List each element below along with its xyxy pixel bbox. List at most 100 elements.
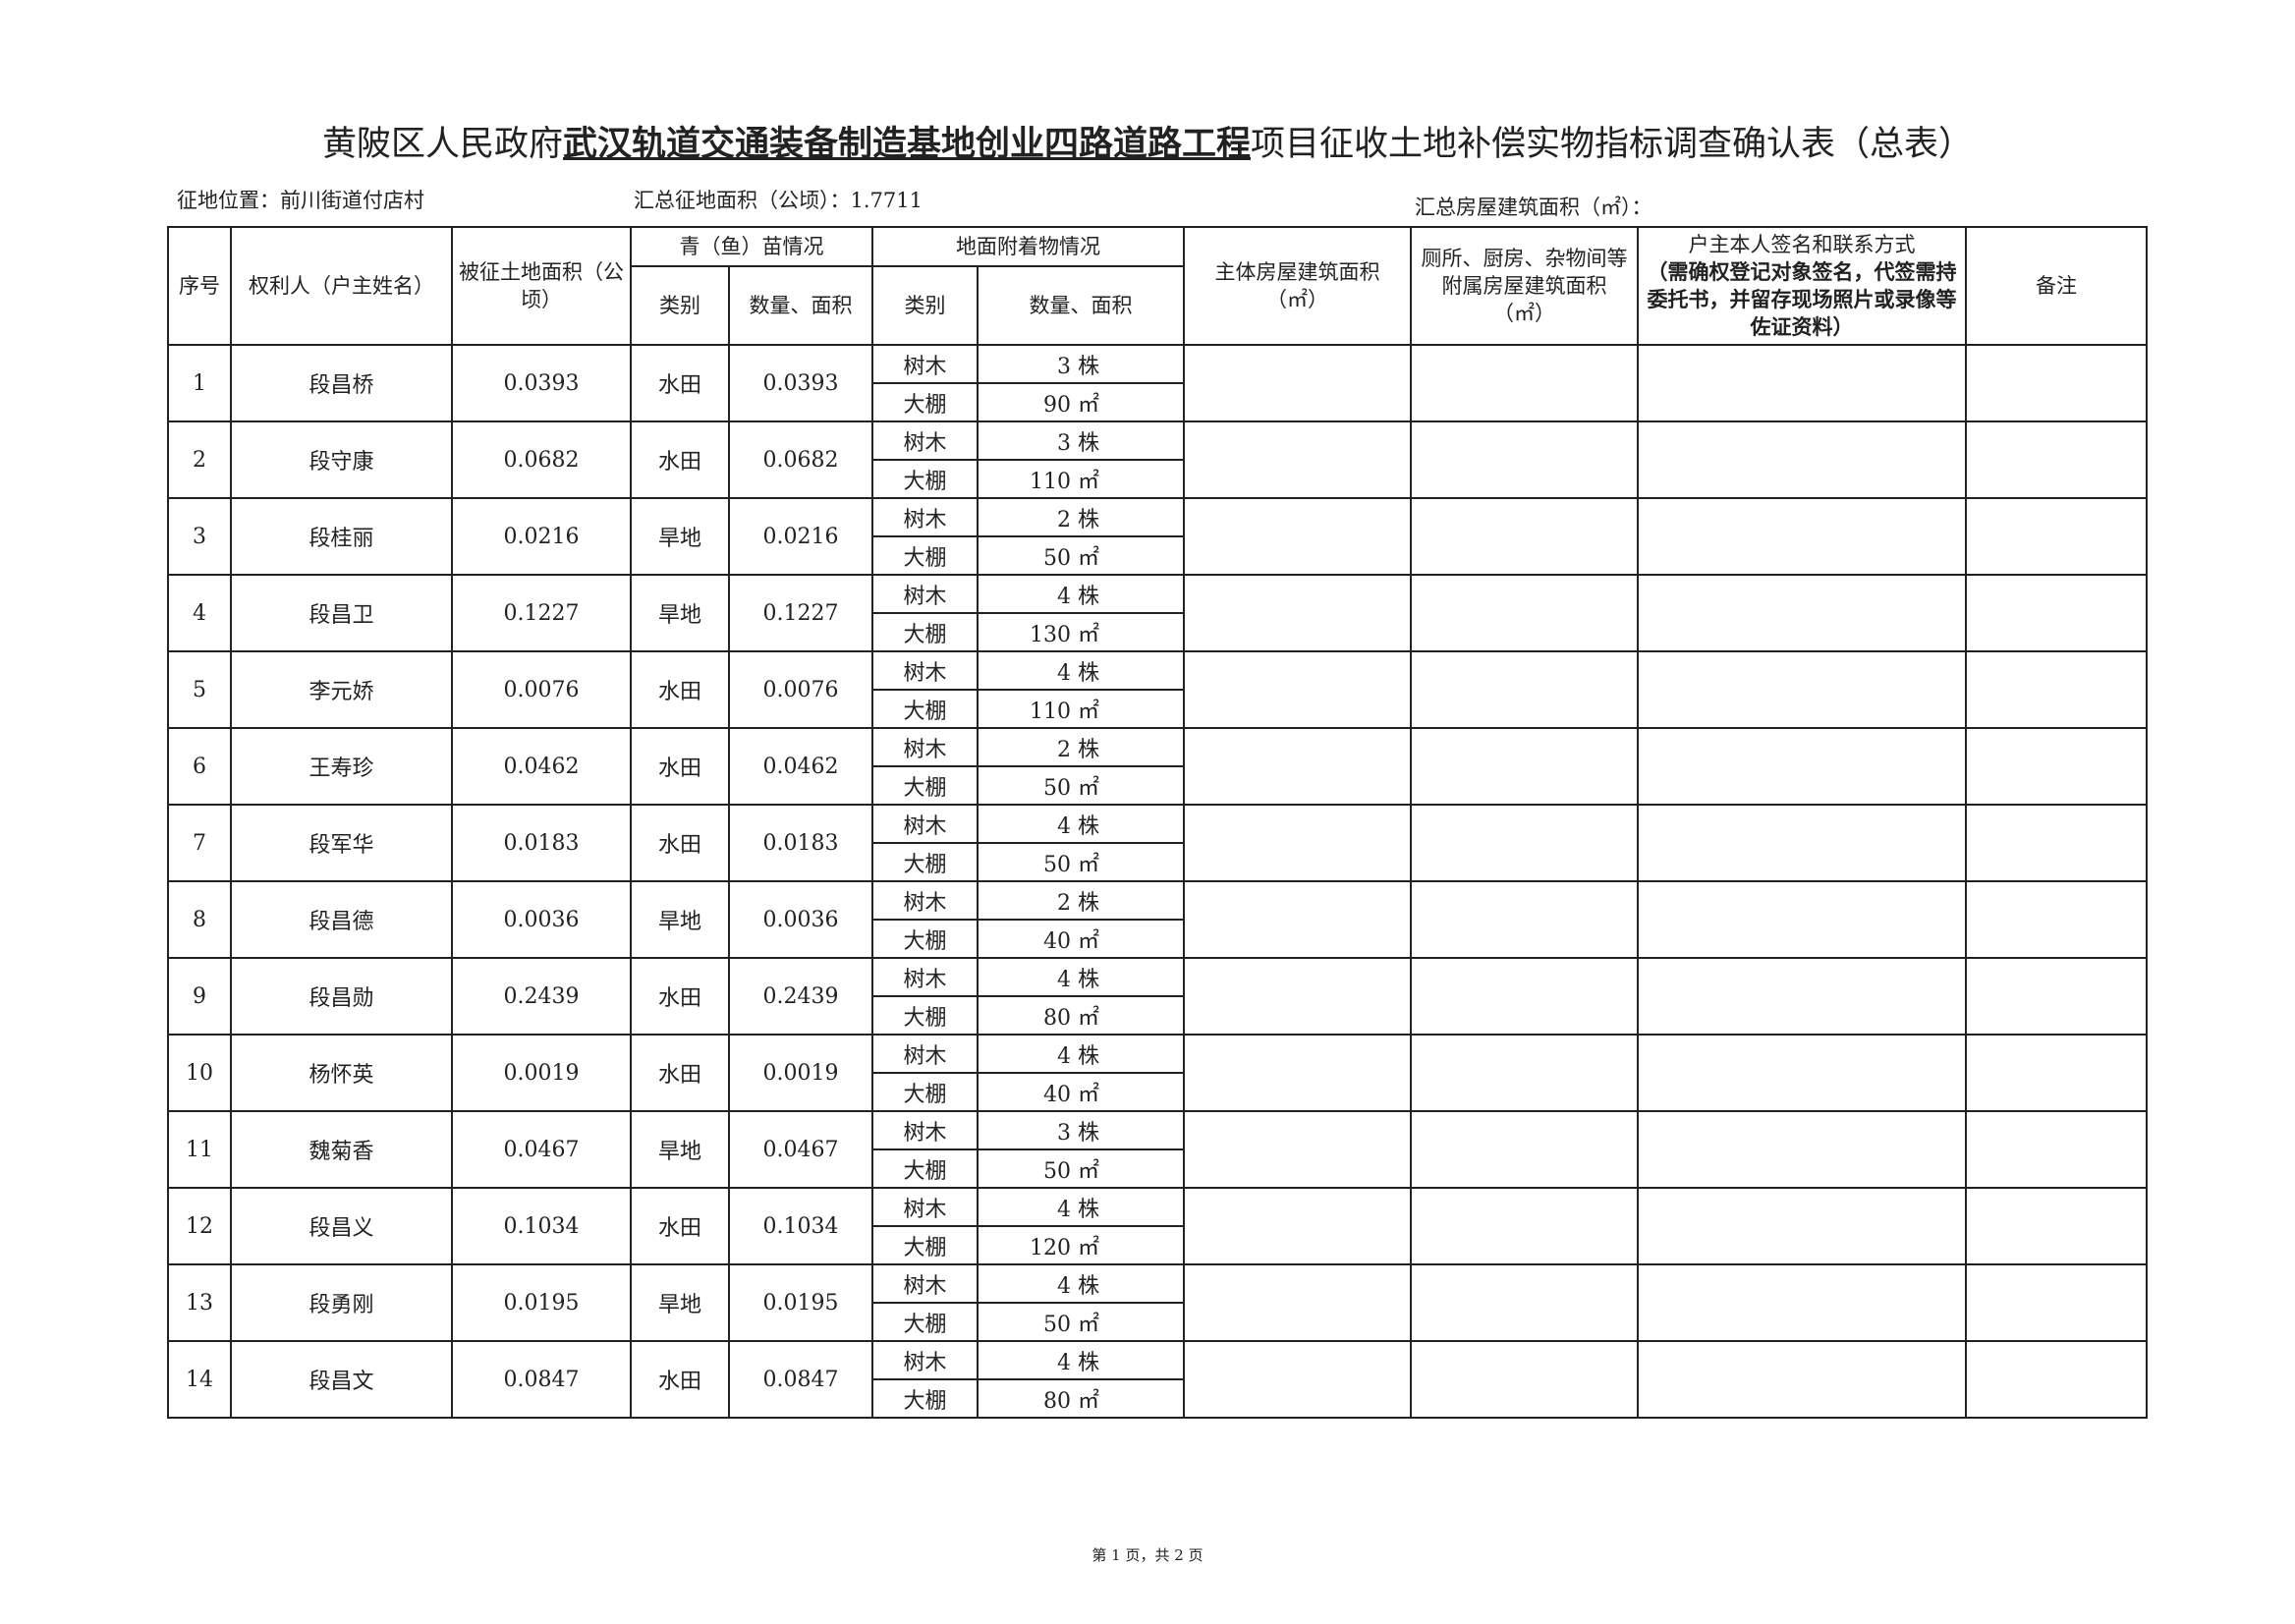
cell-remark[interactable] — [1965, 880, 2148, 959]
cell-remark[interactable] — [1965, 1340, 2148, 1419]
cell-remark[interactable] — [1965, 804, 2148, 882]
header-sign: 户主本人签名和联系方式 （需确权登记对象签名，代签需持委托书，并留存现场照片或录像… — [1637, 226, 1967, 346]
cell-sign[interactable] — [1637, 1110, 1967, 1189]
cell-owner: 王寿珍 — [230, 727, 453, 806]
cell-main-house[interactable] — [1183, 727, 1412, 806]
table-subrow: 大棚 50 ㎡ — [168, 1148, 2147, 1189]
header-aux-house: 厕所、厨房、杂物间等附属房屋建筑面积（㎡） — [1410, 226, 1639, 346]
table-subrow: 大棚 120 ㎡ — [168, 1225, 2147, 1265]
table-row: 4 段昌卫 0.1227 旱地 0.1227 树木 4 株 — [167, 574, 2148, 652]
cell-shed-label: 大棚 — [871, 459, 979, 499]
cell-main-house[interactable] — [1183, 1263, 1412, 1342]
cell-shed: 80 ㎡ — [977, 1378, 1185, 1419]
cell-sign[interactable] — [1637, 1263, 1967, 1342]
cell-aux-house[interactable] — [1410, 344, 1639, 422]
cell-sign[interactable] — [1637, 1340, 1967, 1419]
cell-seq: 7 — [167, 804, 232, 882]
cell-crop_qty: 0.0682 — [728, 420, 873, 499]
cell-aux-house[interactable] — [1410, 497, 1639, 576]
location: 征地位置：前川街道付店村 — [177, 189, 424, 212]
cell-sign[interactable] — [1637, 804, 1967, 882]
cell-remark[interactable] — [1965, 344, 2148, 422]
table-row: 5 李元娇 0.0076 水田 0.0076 树木 4 株 — [167, 650, 2148, 729]
cell-aux-house[interactable] — [1410, 1034, 1639, 1112]
cell-area: 0.0216 — [451, 497, 632, 576]
cell-aux-house[interactable] — [1410, 880, 1639, 959]
cell-aux-house[interactable] — [1410, 574, 1639, 652]
cell-tree-label: 树木 — [871, 880, 979, 921]
cell-sign[interactable] — [1637, 727, 1967, 806]
cell-shed-label: 大棚 — [871, 689, 979, 729]
cell-main-house[interactable] — [1183, 1034, 1412, 1112]
cell-remark[interactable] — [1965, 957, 2148, 1036]
cell-seq: 2 — [167, 420, 232, 499]
cell-remark[interactable] — [1965, 497, 2148, 576]
cell-aux-house[interactable] — [1410, 1187, 1639, 1265]
cell-tree-label: 树木 — [871, 1110, 979, 1150]
table-row: 2 段守康 0.0682 水田 0.0682 树木 3 株 — [167, 420, 2148, 499]
header-seq: 序号 — [167, 226, 232, 346]
cell-sign[interactable] — [1637, 574, 1967, 652]
cell-sign[interactable] — [1637, 880, 1967, 959]
title-suffix: 项目征收土地补偿实物指标调查确认表（总表） — [1251, 125, 1974, 164]
cell-aux-house[interactable] — [1410, 1340, 1639, 1419]
cell-shed: 50 ㎡ — [977, 535, 1185, 576]
cell-remark[interactable] — [1965, 1263, 2148, 1342]
table-row: 13 段勇刚 0.0195 旱地 0.0195 树木 4 株 — [167, 1263, 2148, 1342]
cell-aux-house[interactable] — [1410, 727, 1639, 806]
cell-sign[interactable] — [1637, 420, 1967, 499]
title-prefix: 黄陂区人民政府 — [321, 125, 563, 164]
cell-remark[interactable] — [1965, 420, 2148, 499]
table-row: 1 段昌桥 0.0393 水田 0.0393 树木 3 株 — [167, 344, 2148, 422]
document-title: 黄陂区人民政府武汉轨道交通装备制造基地创业四路道路工程项目征收土地补偿实物指标调… — [0, 116, 2295, 166]
cell-main-house[interactable] — [1183, 804, 1412, 882]
cell-remark[interactable] — [1965, 727, 2148, 806]
cell-shed-label: 大棚 — [871, 995, 979, 1036]
cell-sign[interactable] — [1637, 497, 1967, 576]
cell-sign[interactable] — [1637, 344, 1967, 422]
cell-main-house[interactable] — [1183, 344, 1412, 422]
cell-crop_type: 水田 — [630, 1187, 730, 1265]
cell-seq: 8 — [167, 880, 232, 959]
cell-sign[interactable] — [1637, 1187, 1967, 1265]
cell-crop_qty: 0.1034 — [728, 1187, 873, 1265]
cell-aux-house[interactable] — [1410, 957, 1639, 1036]
cell-tree: 4 株 — [977, 1187, 1185, 1227]
cell-remark[interactable] — [1965, 1034, 2148, 1112]
cell-area: 0.0847 — [451, 1340, 632, 1419]
cell-main-house[interactable] — [1183, 1187, 1412, 1265]
table-subrow: 大棚 90 ㎡ — [168, 382, 2147, 422]
cell-remark[interactable] — [1965, 650, 2148, 729]
cell-main-house[interactable] — [1183, 1110, 1412, 1189]
cell-aux-house[interactable] — [1410, 650, 1639, 729]
cell-remark[interactable] — [1965, 1110, 2148, 1189]
cell-main-house[interactable] — [1183, 957, 1412, 1036]
cell-tree-label: 树木 — [871, 344, 979, 384]
cell-owner: 杨怀英 — [230, 1034, 453, 1112]
cell-main-house[interactable] — [1183, 880, 1412, 959]
table-subrow: 大棚 80 ㎡ — [168, 995, 2147, 1036]
cell-remark[interactable] — [1965, 574, 2148, 652]
cell-remark[interactable] — [1965, 1187, 2148, 1265]
cell-sign[interactable] — [1637, 957, 1967, 1036]
cell-aux-house[interactable] — [1410, 804, 1639, 882]
cell-aux-house[interactable] — [1410, 420, 1639, 499]
cell-main-house[interactable] — [1183, 420, 1412, 499]
cell-main-house[interactable] — [1183, 650, 1412, 729]
header-land-area: 被征土地面积（公顷） — [451, 226, 632, 346]
cell-crop_qty: 0.0036 — [728, 880, 873, 959]
cell-main-house[interactable] — [1183, 1340, 1412, 1419]
total-building-area: 汇总房屋建筑面积（㎡）： — [1415, 196, 1652, 219]
cell-main-house[interactable] — [1183, 574, 1412, 652]
cell-aux-house[interactable] — [1410, 1263, 1639, 1342]
cell-owner: 段昌卫 — [230, 574, 453, 652]
cell-shed-label: 大棚 — [871, 919, 979, 959]
table-subrow: 大棚 110 ㎡ — [168, 689, 2147, 729]
cell-aux-house[interactable] — [1410, 1110, 1639, 1189]
table-row: 8 段昌德 0.0036 旱地 0.0036 树木 2 株 — [167, 880, 2148, 959]
cell-tree: 2 株 — [977, 880, 1185, 921]
cell-sign[interactable] — [1637, 1034, 1967, 1112]
header-crop: 青（鱼）苗情况 — [630, 226, 873, 267]
cell-main-house[interactable] — [1183, 497, 1412, 576]
cell-sign[interactable] — [1637, 650, 1967, 729]
